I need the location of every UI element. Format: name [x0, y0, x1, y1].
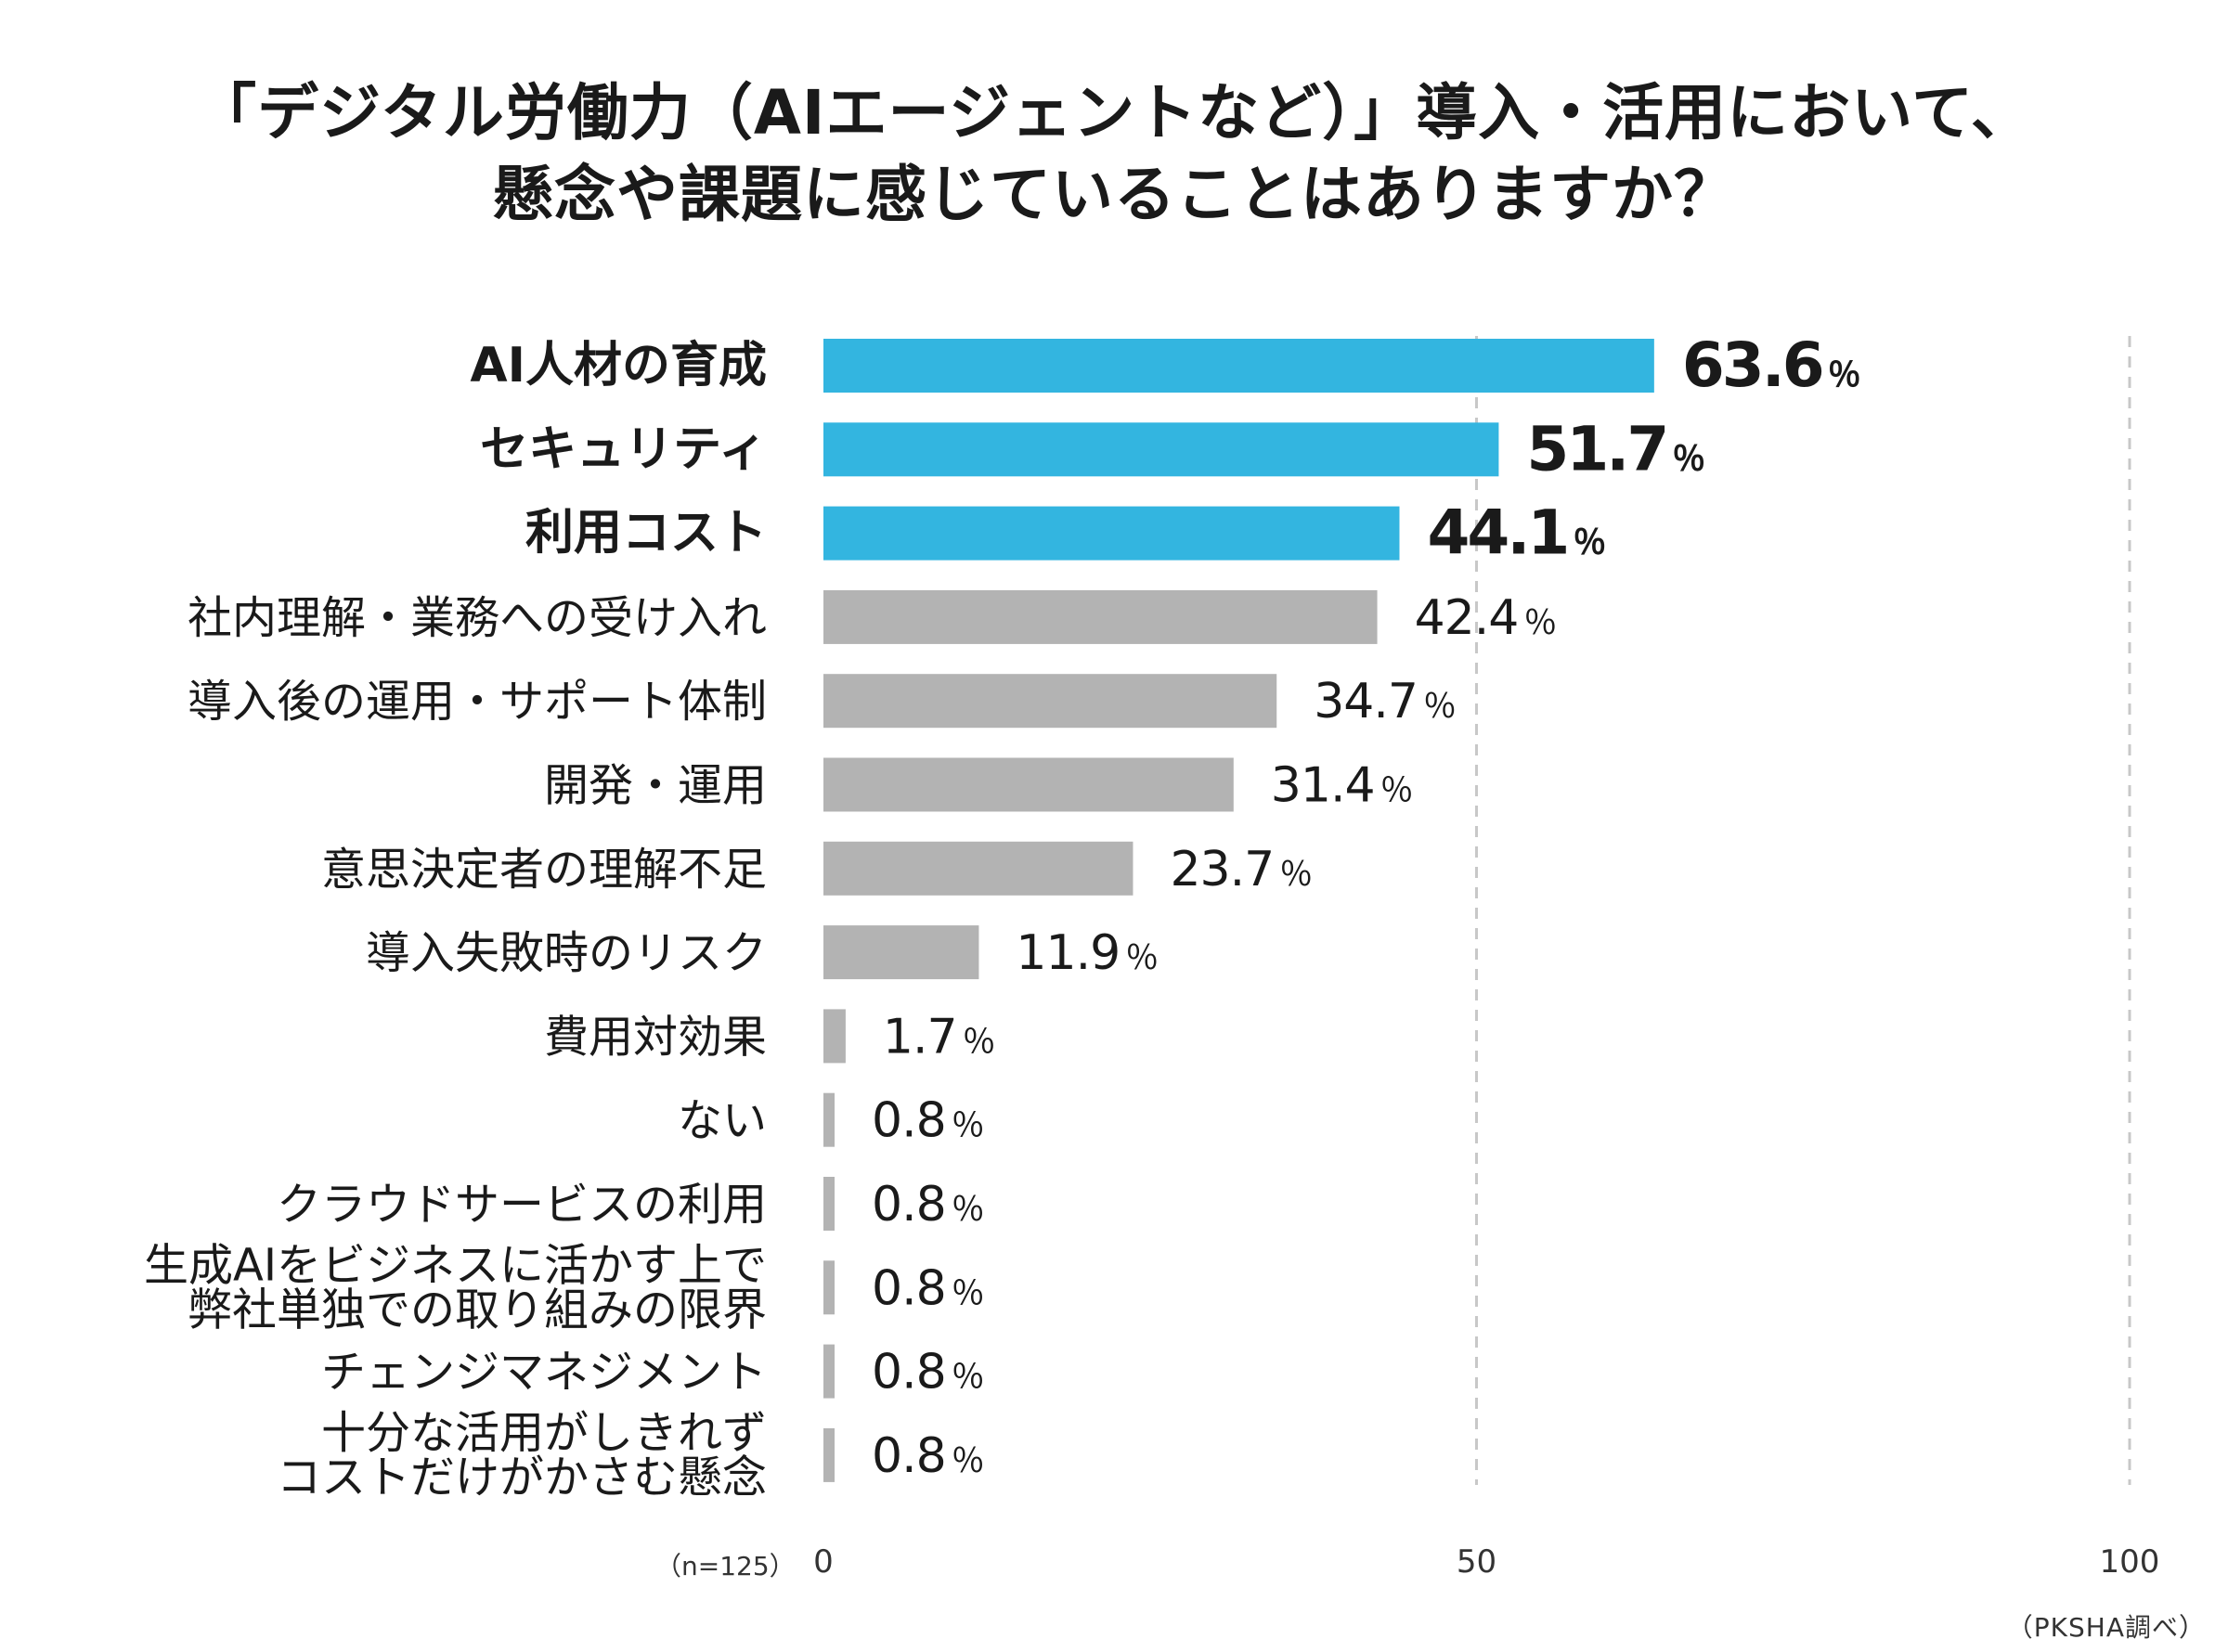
bar-1 [823, 339, 1654, 393]
value-number: 23.7 [1170, 842, 1274, 897]
value-percent-sign: ％ [952, 1107, 984, 1145]
value-number: 34.7 [1314, 674, 1418, 729]
category-label-3: 利用コスト [525, 506, 767, 561]
category-label-13: チェンジマネジメント [321, 1347, 767, 1399]
value-label-4: 42.4 ％ [1415, 590, 1557, 646]
value-percent-sign: ％ [1523, 604, 1556, 642]
value-percent-sign: ％ [1672, 440, 1703, 478]
category-label-1: AI人材の育成 [470, 338, 767, 394]
x-tick-label-0: 0 [813, 1543, 834, 1581]
sample-size-note: （n=125） [655, 1551, 796, 1581]
value-percent-sign: ％ [952, 1274, 984, 1312]
bar-10 [823, 1092, 835, 1147]
value-percent-sign: ％ [1380, 772, 1413, 810]
value-number: 0.8 [872, 1428, 946, 1484]
x-tick-label-100: 100 [2100, 1543, 2160, 1581]
bar-4 [823, 589, 1378, 644]
value-percent-sign: ％ [952, 1359, 984, 1397]
value-number: 42.4 [1415, 590, 1519, 646]
value-label-9: 1.7 ％ [883, 1009, 995, 1065]
value-number: 0.8 [872, 1093, 946, 1149]
category-label-7: 意思決定者の理解不足 [321, 844, 767, 896]
value-label-13: 0.8 ％ [872, 1345, 984, 1400]
value-label-8: 11.9 ％ [1016, 925, 1158, 981]
value-number: 0.8 [872, 1260, 946, 1316]
value-number: 63.6 [1682, 329, 1822, 401]
value-percent-sign: ％ [1125, 939, 1158, 977]
bar-9 [823, 1009, 846, 1064]
bar-3 [823, 506, 1400, 561]
value-label-7: 23.7 ％ [1170, 842, 1312, 897]
value-percent-sign: ％ [952, 1442, 984, 1480]
value-percent-sign: ％ [1423, 688, 1456, 726]
value-percent-sign: ％ [1279, 856, 1312, 894]
value-label-11: 0.8 ％ [872, 1177, 984, 1233]
chart-title: 「デジタル労働力（AIエージェントなど）」導入・活用において、 懸念や課題に感じ… [0, 72, 2228, 236]
category-label-4: 社内理解・業務への受け入れ [188, 592, 767, 644]
category-label-line: 生成AIをビジネスに活かす上で [144, 1239, 767, 1291]
category-label-line: 弊社単独での取り組みの限界 [188, 1284, 767, 1336]
category-label-6: 開発・運用 [544, 760, 767, 812]
category-label-line: コストだけがかさむ懸念 [277, 1452, 767, 1504]
bar-14 [823, 1427, 835, 1482]
bar-8 [823, 925, 979, 980]
value-percent-sign: ％ [963, 1023, 995, 1061]
value-label-2: 51.7 ％ [1526, 413, 1703, 484]
x-tick-label-50: 50 [1457, 1543, 1496, 1581]
category-label-2: セキュリティ [480, 421, 767, 477]
value-percent-sign: ％ [952, 1191, 984, 1229]
bar-7 [823, 841, 1133, 896]
bar-11 [823, 1177, 835, 1231]
value-number: 11.9 [1016, 925, 1120, 981]
category-label-10: ない [678, 1095, 767, 1147]
value-number: 1.7 [883, 1009, 957, 1065]
value-label-3: 44.1 ％ [1427, 497, 1604, 569]
category-label-11: クラウドサービスの利用 [277, 1179, 767, 1231]
value-label-1: 63.6 ％ [1682, 329, 1859, 401]
category-label-line: 十分な活用がしきれず [321, 1407, 767, 1459]
value-label-10: 0.8 ％ [872, 1093, 984, 1149]
category-label-9: 費用対効果 [544, 1011, 767, 1063]
bar-6 [823, 757, 1234, 812]
value-number: 31.4 [1271, 758, 1375, 814]
chart-title-line-1: 「デジタル労働力（AIエージェントなど）」導入・活用において、 [195, 77, 2033, 148]
value-label-6: 31.4 ％ [1271, 758, 1413, 814]
bar-13 [823, 1344, 835, 1399]
value-label-5: 34.7 ％ [1314, 674, 1456, 729]
value-percent-sign: ％ [1828, 356, 1859, 394]
category-label-14: 十分な活用がしきれずコストだけがかさむ懸念 [277, 1407, 767, 1504]
value-number: 51.7 [1526, 413, 1666, 484]
category-label-8: 導入失敗時のリスク [366, 927, 767, 979]
value-number: 0.8 [872, 1177, 946, 1233]
value-label-12: 0.8 ％ [872, 1260, 984, 1316]
chart-title-line-2: 懸念や課題に感じていることはありますか？ [492, 159, 1736, 230]
value-number: 0.8 [872, 1345, 946, 1400]
value-number: 44.1 [1427, 497, 1567, 569]
bar-12 [823, 1260, 835, 1315]
category-label-12: 生成AIをビジネスに活かす上で弊社単独での取り組みの限界 [144, 1239, 767, 1336]
bar-2 [823, 422, 1499, 477]
value-label-14: 0.8 ％ [872, 1428, 984, 1484]
category-label-5: 導入後の運用・サポート体制 [188, 676, 767, 728]
source-note: （PKSHA調べ） [2006, 1612, 2206, 1643]
bar-5 [823, 674, 1277, 729]
value-percent-sign: ％ [1573, 524, 1604, 562]
